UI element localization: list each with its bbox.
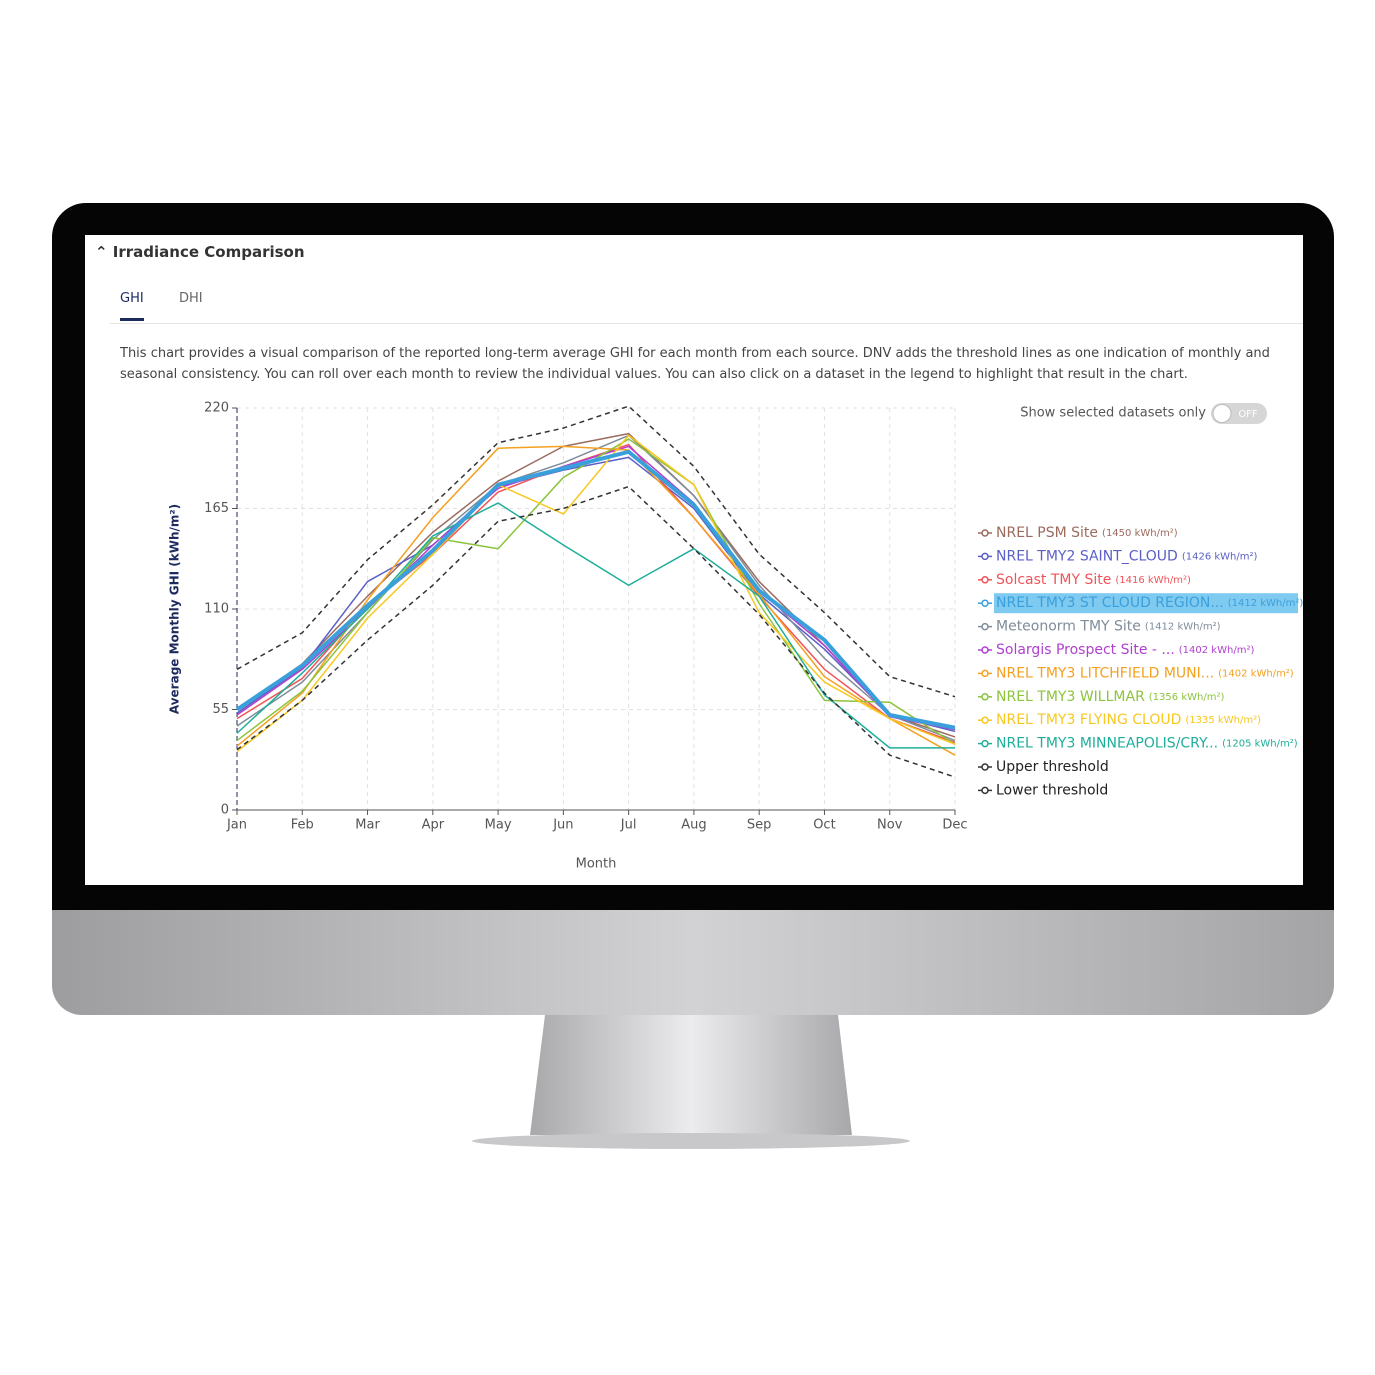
legend-name: Solcast TMY Site (996, 572, 1111, 588)
x-tick-label: Jan (226, 818, 247, 833)
legend-name: NREL TMY2 SAINT_CLOUD (996, 548, 1178, 564)
legend-entry[interactable]: NREL TMY3 ST CLOUD REGION... (1412 kWh/m²… (996, 595, 1303, 611)
legend-annotation: (1416 kWh/m²) (1115, 575, 1191, 586)
y-tick-label: 220 (204, 401, 229, 416)
x-tick-label: Jul (620, 818, 637, 833)
description: This chart provides a visual comparison … (120, 346, 1270, 382)
legend-entry[interactable]: NREL TMY3 LITCHFIELD MUNI... (1402 kWh/m²… (996, 665, 1294, 681)
section-title[interactable]: ⌃ Irradiance Comparison (95, 243, 305, 261)
legend-name: NREL PSM Site (996, 525, 1098, 541)
legend-entry[interactable]: Meteonorm TMY Site (1412 kWh/m²) (996, 619, 1221, 635)
x-tick-label: Dec (942, 818, 967, 833)
legend-annotation: (1356 kWh/m²) (1149, 692, 1225, 703)
y-tick-label: 0 (221, 803, 229, 818)
series-line (236, 434, 956, 753)
legend-entry[interactable]: NREL TMY3 MINNEAPOLIS/CRY... (1205 kWh/m²… (996, 736, 1298, 752)
section-title-text: Irradiance Comparison (112, 243, 305, 261)
y-axis-label: Average Monthly GHI (kWh/m²) (168, 504, 182, 714)
legend-marker (981, 552, 989, 561)
legend-entry[interactable]: NREL PSM Site (1450 kWh/m²) (996, 525, 1178, 541)
legend-marker (981, 622, 989, 631)
legend-annotation: (1205 kWh/m²) (1222, 739, 1298, 750)
x-tick-label: Oct (813, 818, 835, 833)
legend-annotation: (1335 kWh/m²) (1185, 715, 1261, 726)
monitor-chin (52, 910, 1334, 1015)
legend-entry[interactable]: Solcast TMY Site (1416 kWh/m²) (996, 572, 1191, 588)
x-tick-label: Feb (291, 818, 314, 833)
legend-marker (981, 646, 989, 654)
legend-name: Lower threshold (996, 782, 1108, 798)
series-line (236, 434, 956, 742)
legend-entry[interactable]: Solargis Prospect Site - ... (1402 kWh/m²… (996, 642, 1254, 658)
legend-entry[interactable]: NREL TMY3 WILLMAR (1356 kWh/m²) (996, 689, 1224, 705)
y-tick-label: 165 (204, 501, 229, 516)
legend-marker (981, 576, 989, 584)
legend-name: NREL TMY3 WILLMAR (996, 689, 1145, 705)
x-tick-label: Nov (877, 818, 903, 833)
toggle-state: OFF (1238, 409, 1258, 420)
legend-marker (981, 786, 989, 795)
series-line (235, 449, 956, 730)
series-line (236, 438, 956, 745)
legend-name: NREL TMY3 FLYING CLOUD (996, 712, 1181, 728)
y-tick-label: 55 (212, 702, 229, 717)
series-line (236, 502, 955, 749)
x-axis-label: Month (576, 857, 617, 872)
x-tick-label: Apr (422, 818, 445, 833)
series-line (236, 485, 956, 778)
legend-entry[interactable]: Lower threshold (996, 782, 1108, 798)
legend-marker (981, 739, 989, 748)
legend-name: Solargis Prospect Site - ... (996, 642, 1175, 658)
legend-annotation: (1402 kWh/m²) (1218, 668, 1294, 679)
legend-highlight (994, 593, 1298, 614)
legend-name: Upper threshold (996, 759, 1109, 775)
legend-name: NREL TMY3 LITCHFIELD MUNI... (996, 665, 1214, 681)
toggle-label: Show selected datasets only (1020, 406, 1206, 421)
tab[interactable]: GHI (120, 291, 144, 321)
legend-marker (981, 693, 989, 701)
legend-marker (981, 763, 989, 771)
x-tick-label: Aug (681, 818, 706, 833)
legend-marker (981, 599, 989, 607)
legend-annotation: (1450 kWh/m²) (1102, 528, 1178, 539)
series-line (236, 443, 956, 744)
legend-name: NREL TMY3 MINNEAPOLIS/CRY... (996, 736, 1218, 752)
legend-entry[interactable]: NREL TMY2 SAINT_CLOUD (1426 kWh/m²) (996, 548, 1258, 564)
x-tick-label: Jun (552, 818, 573, 833)
tab[interactable]: DHI (179, 291, 203, 306)
legend-entry[interactable]: Upper threshold (996, 759, 1109, 775)
legend-annotation: (1412 kWh/m²) (1228, 598, 1304, 609)
legend-marker (981, 529, 989, 537)
toggle-knob (1212, 404, 1232, 423)
y-tick-label: 110 (204, 602, 229, 617)
legend-name: NREL TMY3 ST CLOUD REGION... (996, 595, 1224, 611)
legend-annotation: (1412 kWh/m²) (1145, 622, 1221, 633)
x-tick-label: Mar (355, 818, 380, 833)
x-tick-label: Sep (747, 818, 772, 833)
legend-marker (981, 669, 989, 678)
legend-name: Meteonorm TMY Site (996, 619, 1141, 635)
separator (110, 323, 1303, 324)
x-tick-label: May (485, 818, 512, 833)
series-line (236, 445, 956, 756)
legend-annotation: (1402 kWh/m²) (1179, 645, 1255, 656)
legend-marker (981, 716, 989, 724)
series-line (236, 405, 956, 698)
legend-entry[interactable]: NREL TMY3 FLYING CLOUD (1335 kWh/m²) (996, 712, 1261, 728)
legend-annotation: (1426 kWh/m²) (1182, 551, 1258, 562)
series-line (236, 456, 956, 733)
